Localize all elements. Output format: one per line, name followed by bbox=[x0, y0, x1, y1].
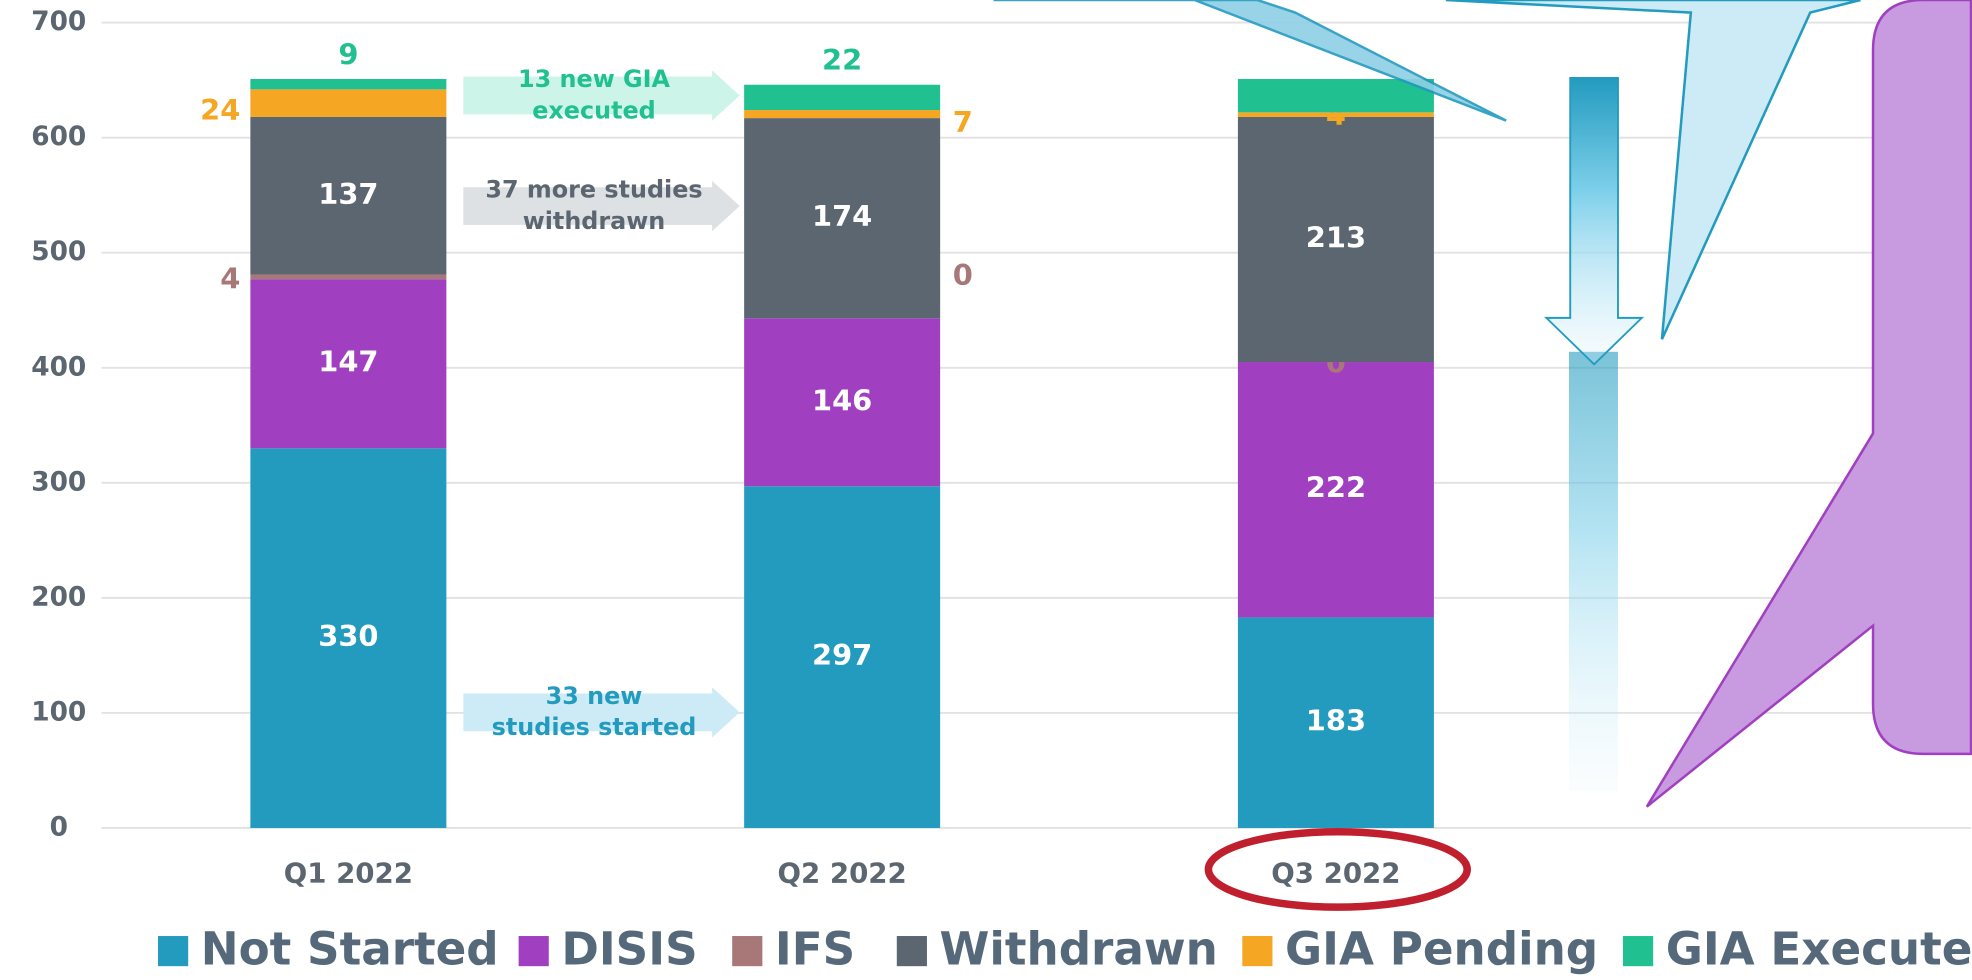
legend-label: IFS bbox=[775, 922, 855, 975]
callout-pointer bbox=[993, 0, 1507, 122]
data-label: 146 bbox=[812, 383, 872, 417]
data-label: 147 bbox=[318, 345, 378, 379]
data-label: 330 bbox=[318, 619, 378, 653]
bar-segment bbox=[744, 84, 941, 111]
y-tick-label: 400 bbox=[31, 352, 86, 382]
bar-segment bbox=[1237, 112, 1434, 117]
annotation-text: studies started bbox=[492, 713, 697, 741]
data-label: 0 bbox=[953, 258, 973, 292]
legend-swatch bbox=[518, 936, 549, 967]
annotation-arrow bbox=[463, 70, 740, 121]
annotation-text: 13 new GIA bbox=[518, 65, 670, 93]
y-tick-label: 300 bbox=[31, 467, 86, 497]
bar-segment bbox=[1237, 617, 1434, 828]
y-tick-label: 200 bbox=[31, 582, 86, 612]
bar-segment bbox=[250, 279, 447, 449]
y-tick-label: 100 bbox=[31, 697, 86, 727]
bar-segment bbox=[1237, 116, 1434, 363]
bar-segment bbox=[1237, 362, 1434, 618]
data-label: 137 bbox=[318, 177, 378, 211]
y-tick-label: 700 bbox=[31, 7, 86, 37]
highlight-ellipse bbox=[1204, 827, 1471, 911]
callout-pointer bbox=[1445, 0, 1861, 340]
legend-swatch bbox=[1242, 936, 1273, 967]
legend-label: GIA Pending bbox=[1285, 922, 1598, 975]
y-tick-label: 500 bbox=[31, 237, 86, 267]
x-tick-label: Q3 2022 bbox=[1271, 856, 1400, 889]
bar-segment bbox=[1237, 78, 1434, 113]
plot: 0 100 200 300 400 500 600 700 Q1 2022 330 147 4 137 2… bbox=[31, 7, 1972, 889]
bar-segment bbox=[250, 78, 447, 90]
annotation-arrow bbox=[463, 687, 740, 738]
annotation-arrow bbox=[463, 180, 740, 232]
x-tick-label: Q2 2022 bbox=[778, 856, 907, 889]
data-label: 174 bbox=[812, 199, 872, 233]
bar-segment bbox=[250, 274, 447, 280]
annotation-text: 33 new bbox=[546, 682, 643, 710]
legend-label: Not Started bbox=[201, 922, 499, 975]
legend-swatch bbox=[1623, 936, 1654, 967]
data-label: 183 bbox=[1306, 704, 1366, 738]
data-label: 22 bbox=[822, 43, 862, 77]
down-arrow bbox=[1544, 76, 1645, 366]
bar-segment bbox=[744, 318, 941, 487]
callout-box bbox=[1645, 0, 1972, 808]
bar-segment bbox=[744, 486, 941, 828]
arrow-shaft bbox=[1568, 351, 1618, 792]
bar-segment bbox=[744, 110, 941, 119]
bar-segment bbox=[250, 116, 447, 275]
legend-label: Withdrawn bbox=[940, 922, 1218, 975]
data-label: 297 bbox=[812, 638, 872, 672]
annotation-text: 37 more studies bbox=[485, 175, 702, 203]
y-tick-label: 0 bbox=[50, 812, 68, 842]
legend-label: GIA Executed bbox=[1666, 922, 1972, 975]
legend-swatch bbox=[896, 936, 927, 967]
y-tick-label: 600 bbox=[31, 122, 86, 152]
data-label: 222 bbox=[1306, 471, 1366, 505]
bar-segment bbox=[250, 89, 447, 117]
x-tick-label: Q1 2022 bbox=[284, 856, 413, 889]
data-label: 7 bbox=[953, 105, 973, 139]
data-label: 9 bbox=[338, 37, 358, 71]
data-label: 24 bbox=[200, 93, 240, 127]
bar-segment bbox=[250, 448, 447, 828]
legend-label: DISIS bbox=[561, 922, 697, 975]
annotation-text: withdrawn bbox=[523, 207, 666, 235]
data-label: 4 bbox=[220, 262, 240, 296]
legend-swatch bbox=[732, 936, 763, 967]
annotation-text: executed bbox=[532, 96, 656, 124]
data-label: 213 bbox=[1306, 220, 1366, 254]
callouts bbox=[993, 0, 1972, 911]
bar-segment bbox=[744, 118, 941, 319]
legend-swatch bbox=[158, 936, 189, 967]
